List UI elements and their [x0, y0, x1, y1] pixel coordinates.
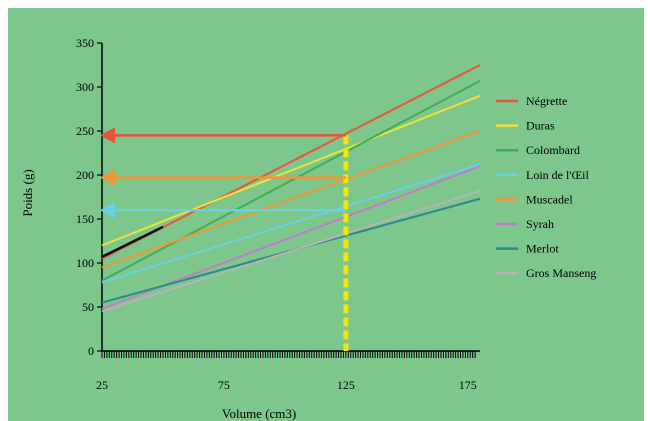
- legend-label: Loin de l'Œil: [526, 168, 589, 182]
- legend-label: Duras: [526, 119, 555, 133]
- y-tick-label: 50: [82, 300, 94, 314]
- series-line: [101, 79, 481, 282]
- y-tick-label: 350: [76, 36, 94, 50]
- chart: 0 50 100 150 200 250 300 350 25 75 125 175 Négrette…: [8, 8, 644, 421]
- chart-background: [8, 8, 644, 421]
- series-line: [101, 64, 481, 260]
- y-tick-label: 200: [76, 168, 94, 182]
- legend: Négrette Duras Colombard Loin de l'Œil Musca…: [496, 94, 596, 280]
- series-line: [101, 163, 481, 284]
- y-tick-label: 300: [76, 80, 94, 94]
- series-line: [101, 130, 481, 269]
- chart-panel: 0 50 100 150 200 250 300 350 25 75 125 175 Négrette…: [8, 8, 644, 421]
- x-tick-label: 75: [218, 378, 230, 392]
- annotations: [100, 127, 349, 351]
- legend-label: Muscadel: [526, 192, 573, 206]
- x-axis-title: Volume (cm3): [222, 406, 297, 421]
- axes: [97, 42, 480, 358]
- tick-labels: 0 50 100 150 200 250 300 350 25 75 125 175: [76, 36, 477, 392]
- arrow-head: [100, 127, 115, 144]
- y-axis-title: Poids (g): [20, 169, 35, 216]
- y-tick-label: 100: [76, 256, 94, 270]
- legend-label: Merlot: [526, 242, 559, 256]
- legend-label: Syrah: [526, 217, 554, 231]
- legend-label: Négrette: [526, 94, 567, 108]
- legend-label: Gros Manseng: [526, 266, 596, 280]
- legend-label: Colombard: [526, 143, 580, 157]
- arrow-head: [100, 202, 115, 219]
- series-line: [101, 94, 481, 247]
- y-tick-label: 250: [76, 124, 94, 138]
- x-tick-label: 175: [459, 378, 477, 392]
- y-tick-label: 0: [88, 344, 94, 358]
- series-lines: [101, 64, 481, 313]
- y-tick-label: 150: [76, 212, 94, 226]
- arrow-head: [100, 169, 115, 186]
- x-tick-label: 125: [337, 378, 355, 392]
- x-tick-label: 25: [96, 378, 108, 392]
- overlap-segment: [101, 225, 164, 258]
- series-line: [101, 189, 481, 313]
